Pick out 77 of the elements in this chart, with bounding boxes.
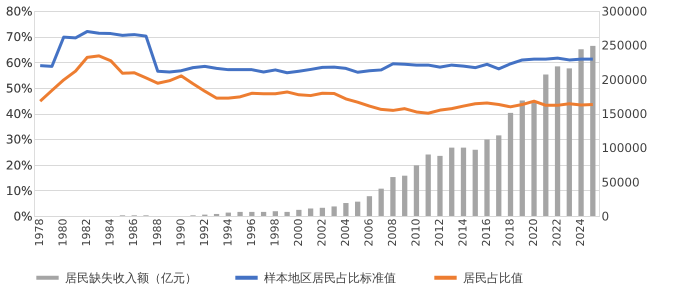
bar bbox=[320, 208, 326, 216]
bar bbox=[426, 154, 431, 216]
bar bbox=[284, 212, 290, 216]
y2-tick-label: 50000 bbox=[602, 175, 640, 190]
y2-tick-label: 0 bbox=[602, 210, 610, 224]
x-tick-label: 2012 bbox=[432, 218, 446, 246]
bar bbox=[578, 49, 584, 216]
y2-tick-label: 150000 bbox=[602, 107, 648, 121]
x-tick-label: 2010 bbox=[409, 218, 422, 246]
x-tick-label: 2018 bbox=[504, 218, 517, 246]
x-tick-label: 1994 bbox=[221, 218, 234, 246]
y-tick-label: 60% bbox=[6, 56, 32, 70]
bar bbox=[296, 210, 302, 216]
y-tick-label: 0% bbox=[13, 210, 32, 224]
y2-tick-label: 100000 bbox=[602, 141, 648, 156]
y-tick-label: 80% bbox=[6, 4, 32, 18]
x-tick-label: 2020 bbox=[527, 218, 540, 246]
legend-label: 居民缺失收入额（亿元） bbox=[65, 270, 197, 285]
x-tick-label: 1998 bbox=[268, 218, 282, 246]
bar bbox=[272, 211, 278, 216]
x-tick-label: 2014 bbox=[456, 218, 470, 246]
x-tick-label: 1982 bbox=[80, 218, 94, 246]
legend-label: 样本地区居民占比标准值 bbox=[264, 270, 396, 285]
bar bbox=[414, 165, 420, 216]
y2-tick-label: 200000 bbox=[602, 72, 648, 87]
bar bbox=[390, 177, 396, 216]
y-tick-label: 40% bbox=[6, 107, 32, 121]
bar bbox=[378, 188, 384, 216]
bar bbox=[508, 112, 514, 216]
bar bbox=[355, 202, 360, 216]
bar bbox=[520, 100, 525, 216]
y2-tick-label: 250000 bbox=[602, 38, 648, 53]
x-tick-label: 1988 bbox=[150, 218, 164, 246]
x-tick-label: 2000 bbox=[292, 218, 305, 246]
bar bbox=[531, 101, 537, 216]
x-tick-label: 1986 bbox=[127, 218, 140, 246]
bar bbox=[260, 212, 266, 216]
bar bbox=[226, 212, 231, 216]
x-tick-label: 2016 bbox=[480, 218, 493, 246]
bar bbox=[308, 208, 314, 216]
x-tick-label: 2002 bbox=[315, 218, 328, 246]
x-tick-label: 2004 bbox=[338, 218, 352, 246]
x-tick-label: 2006 bbox=[362, 218, 376, 246]
bar bbox=[331, 206, 337, 216]
x-tick-label: 1996 bbox=[244, 218, 258, 246]
x-tick-label: 2008 bbox=[386, 218, 399, 246]
bar bbox=[496, 135, 502, 216]
bar bbox=[590, 46, 596, 216]
bar bbox=[437, 156, 443, 216]
bar bbox=[343, 203, 349, 216]
bar bbox=[554, 66, 560, 216]
x-tick-label: 1990 bbox=[174, 218, 188, 246]
bar bbox=[543, 74, 548, 216]
bar bbox=[449, 148, 454, 216]
bar bbox=[460, 148, 466, 216]
y-tick-label: 50% bbox=[6, 81, 32, 96]
line-series bbox=[38, 54, 594, 115]
legend-label: 居民占比值 bbox=[463, 270, 523, 285]
y-tick-label: 20% bbox=[6, 158, 32, 172]
x-tick-label: 2024 bbox=[574, 218, 588, 246]
bar bbox=[472, 150, 478, 216]
bar bbox=[402, 176, 408, 216]
line-series bbox=[38, 30, 594, 74]
bar bbox=[366, 196, 372, 216]
x-tick-label: 1984 bbox=[104, 218, 117, 246]
x-tick-label: 1980 bbox=[56, 218, 70, 246]
bar bbox=[249, 212, 254, 216]
x-tick-label: 1978 bbox=[33, 218, 46, 246]
bar bbox=[237, 212, 243, 216]
x-tick-label: 2022 bbox=[550, 218, 564, 246]
y-tick-label: 10% bbox=[6, 184, 32, 198]
x-tick-label: 1992 bbox=[198, 218, 211, 246]
y-tick-label: 70% bbox=[6, 30, 32, 44]
y-tick-label: 30% bbox=[6, 132, 32, 147]
y2-tick-label: 300000 bbox=[602, 4, 648, 18]
bar bbox=[484, 139, 490, 216]
bar bbox=[566, 68, 572, 216]
